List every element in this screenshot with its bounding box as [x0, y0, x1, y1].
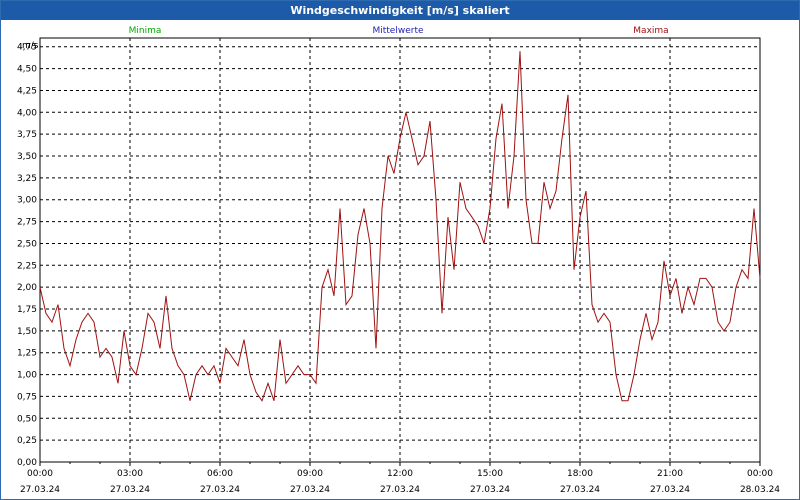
- x-tick-date: 27.03.24: [290, 485, 330, 495]
- x-tick-date: 27.03.24: [110, 485, 150, 495]
- series-group: [39, 51, 761, 402]
- x-tick-date: 27.03.24: [200, 485, 240, 495]
- y-tick-label: 4,25: [17, 86, 37, 96]
- x-tick-time: 03:00: [117, 469, 143, 479]
- y-tick-label: 4,75: [17, 43, 37, 53]
- series-line-maxima: [39, 51, 761, 402]
- x-tick-time: 00:00: [747, 469, 773, 479]
- y-tick-label: 1,00: [17, 371, 37, 381]
- x-tick-date: 27.03.24: [560, 485, 600, 495]
- x-tick-date: 27.03.24: [20, 485, 60, 495]
- y-axis-ticks: 0,00 0,25 0,50 0,75 1,00 1,25 1,50 1,75 2,00 2,25…: [17, 43, 37, 468]
- y-tick-label: 2,50: [17, 239, 37, 249]
- x-tick-date: 27.03.24: [650, 485, 690, 495]
- x-tick-date: 27.03.24: [470, 485, 510, 495]
- y-tick-label: 2,25: [17, 261, 37, 271]
- y-tick-label: 2,75: [17, 218, 37, 228]
- x-axis-ticks: 00:00 27.03.24 03:00 27.03.24 06:00 27.03.24 0…: [20, 462, 780, 495]
- x-tick-time: 12:00: [387, 469, 413, 479]
- x-tick-time: 00:00: [27, 469, 53, 479]
- legend-mittelwerte: Mittelwerte: [372, 26, 423, 36]
- y-tick-label: 3,75: [17, 130, 37, 140]
- x-tick-time: 09:00: [297, 469, 323, 479]
- y-tick-label: 2,00: [17, 283, 37, 293]
- y-tick-label: 3,00: [17, 196, 37, 206]
- y-tick-label: 0,25: [17, 436, 37, 446]
- y-axis-unit: m/s: [22, 41, 39, 51]
- y-tick-label: 3,50: [17, 152, 37, 162]
- x-tick-time: 18:00: [567, 469, 593, 479]
- y-tick-label: 0,50: [17, 414, 37, 424]
- y-tick-label: 1,75: [17, 305, 37, 315]
- y-tick-label: 1,25: [17, 349, 37, 359]
- x-tick-date: 28.03.24: [740, 485, 780, 495]
- x-tick-time: 21:00: [657, 469, 683, 479]
- window-title: Windgeschwindigkeit [m/s] skaliert: [1, 1, 799, 20]
- x-tick-date: 27.03.24: [380, 485, 420, 495]
- legend-minima: Minima: [129, 26, 162, 36]
- y-tick-label: 1,50: [17, 327, 37, 337]
- chart-canvas: Minima Mittelwerte Maxima m/s 0,000,250,…: [17, 26, 780, 495]
- x-tick-time: 06:00: [207, 469, 233, 479]
- x-tick-time: 15:00: [477, 469, 503, 479]
- y-tick-label: 0,75: [17, 392, 37, 402]
- y-tick-label: 4,00: [17, 108, 37, 118]
- y-tick-label: 3,25: [17, 174, 37, 184]
- y-tick-label: 0,00: [17, 458, 37, 468]
- legend-maxima: Maxima: [633, 26, 668, 36]
- y-tick-label: 4,50: [17, 65, 37, 75]
- grid-lines: [40, 38, 760, 462]
